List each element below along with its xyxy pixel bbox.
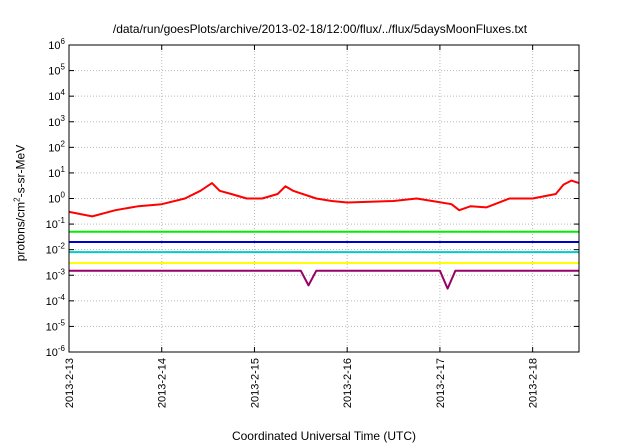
- x-tick-label: 2013-2-15: [249, 358, 261, 408]
- axis-ticks: 10-6 10-5 10-4 10-3 10-2 10-1 100 101 102 103 104 1…: [46, 37, 579, 408]
- series-line-1: [69, 179, 579, 218]
- y-tick-label: 105: [48, 63, 65, 78]
- series-line-6: [69, 269, 579, 290]
- y-tick-label: 10-1: [46, 216, 66, 231]
- x-tick-label: 2013-2-14: [157, 358, 169, 408]
- y-tick-label: 10-4: [46, 293, 66, 308]
- grid-lines: [68, 45, 579, 352]
- y-tick-label: 10-6: [46, 344, 66, 359]
- x-tick-label: 2013-2-18: [528, 358, 540, 408]
- y-tick-label: 104: [48, 88, 65, 103]
- y-tick-label: 102: [48, 139, 65, 154]
- y-tick-label: 100: [48, 191, 65, 206]
- x-tick-label: 2013-2-13: [64, 358, 76, 408]
- y-tick-label: 106: [48, 37, 65, 52]
- y-tick-label: 103: [48, 114, 65, 129]
- x-axis-label: Coordinated Universal Time (UTC): [231, 429, 417, 443]
- x-tick-label: 2013-2-17: [435, 358, 447, 408]
- y-tick-label: 10-3: [46, 267, 66, 282]
- y-tick-label: 10-2: [46, 242, 66, 257]
- data-series: [69, 179, 579, 290]
- y-tick-label: 10-5: [46, 318, 66, 333]
- chart-title: /data/run/goesPlots/archive/2013-02-18/1…: [112, 22, 528, 36]
- x-tick-label: 2013-2-16: [342, 358, 354, 408]
- y-tick-label: 101: [48, 165, 65, 180]
